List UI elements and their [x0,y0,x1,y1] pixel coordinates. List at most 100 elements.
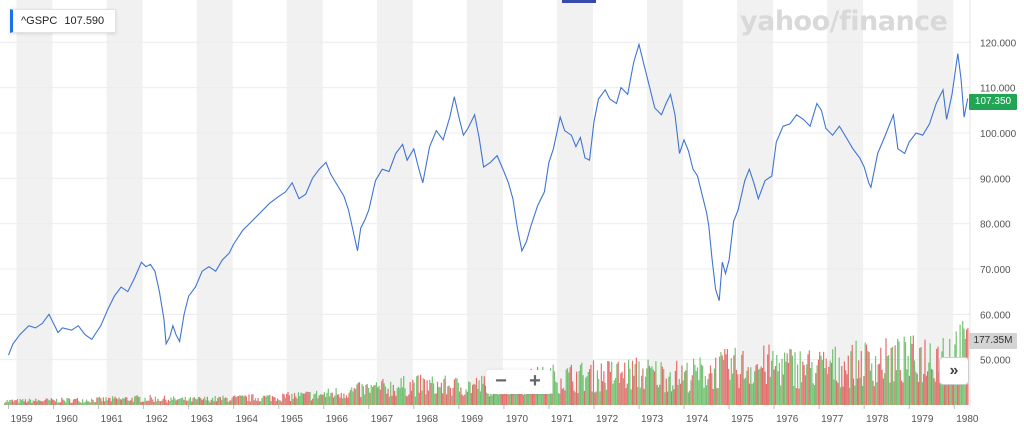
volume-bar [167,399,169,405]
volume-bar [33,401,36,405]
volume-bar [741,354,743,405]
volume-bar [279,400,281,405]
volume-bar [661,366,663,405]
volume-bar [83,402,85,405]
volume-bar [368,387,370,405]
volume-bar [756,363,758,405]
volume-bar [644,376,647,405]
volume-bar [50,398,52,405]
volume-bar [176,399,179,405]
volume-bar [592,360,595,405]
volume-bar [426,380,428,405]
volume-bar [797,364,799,405]
volume-bar [61,397,63,405]
zoom-in-button[interactable]: + [529,370,541,392]
volume-bar [173,396,175,405]
volume-bar [106,400,108,405]
volume-bar [362,386,364,405]
volume-bar [884,373,886,405]
volume-bar [318,395,320,405]
year-band [286,0,323,405]
volume-bar [394,390,396,405]
volume-bar [557,393,559,405]
volume-bar [607,361,609,405]
volume-bar [40,401,42,405]
volume-bar [813,385,816,405]
jump-to-latest-button[interactable]: » [939,357,969,385]
volume-bar [31,402,33,405]
volume-bar [712,388,714,405]
volume-bar [628,359,630,405]
volume-bar [225,397,227,405]
volume-bar [371,386,374,405]
volume-bar [517,391,519,405]
volume-bar [295,396,297,405]
volume-bar [682,380,684,405]
volume-bar [747,367,749,405]
volume-bar [765,383,767,405]
year-band [376,0,413,405]
volume-bar [132,401,134,405]
volume-bar [59,402,62,405]
volume-bar [846,374,848,405]
volume-bar [663,369,665,405]
volume-bar [793,385,795,405]
volume-bar [197,397,199,405]
volume-bar [236,396,238,405]
volume-bar [512,385,514,405]
volume-bar [767,354,769,405]
volume-bar [683,371,686,405]
volume-bar [235,396,237,405]
volume-bar [513,388,515,405]
volume-bar [378,386,380,405]
y-tick-label: 120.000 [980,38,1017,49]
volume-bar [5,402,7,405]
volume-bar [921,382,923,405]
volume-bar [24,399,26,405]
volume-bar [88,401,90,405]
volume-bar [253,400,255,405]
range-selector-indicator[interactable] [562,0,596,3]
volume-bar [400,378,402,405]
volume-bar [401,387,403,405]
volume-bar [113,398,115,405]
volume-bar [871,363,873,405]
volume-bar [717,387,719,405]
volume-bar [877,364,879,405]
volume-bar [906,369,908,405]
volume-bar [635,357,637,405]
volume-bar [505,386,507,405]
volume-bar [800,382,803,405]
volume-bar [624,362,626,405]
volume-bar [585,377,587,405]
volume-bar [642,368,644,405]
volume-bar [916,373,918,405]
volume-bar [27,401,29,405]
x-tick-label: 1972 [596,414,619,425]
zoom-out-button[interactable]: − [495,370,507,392]
volume-bar [287,391,289,405]
volume-bar [514,390,517,405]
volume-bar [936,348,938,405]
volume-bar [691,375,693,405]
volume-bar [943,372,946,405]
volume-bar [11,399,13,405]
volume-bar [890,347,892,405]
volume-bar [76,397,78,405]
volume-bar [339,397,341,405]
volume-bar [582,375,584,405]
volume-bar [58,402,60,405]
volume-bar [459,391,461,405]
volume-bar [308,391,310,405]
volume-bar [465,389,467,405]
volume-bar [934,381,936,405]
volume-bar [111,396,114,405]
volume-bar [353,388,355,405]
volume-bar [860,351,862,405]
volume-bar [231,397,233,405]
volume-bar [443,378,445,405]
volume-bar [694,364,696,405]
volume-bar [154,396,156,405]
volume-bar [446,394,448,405]
